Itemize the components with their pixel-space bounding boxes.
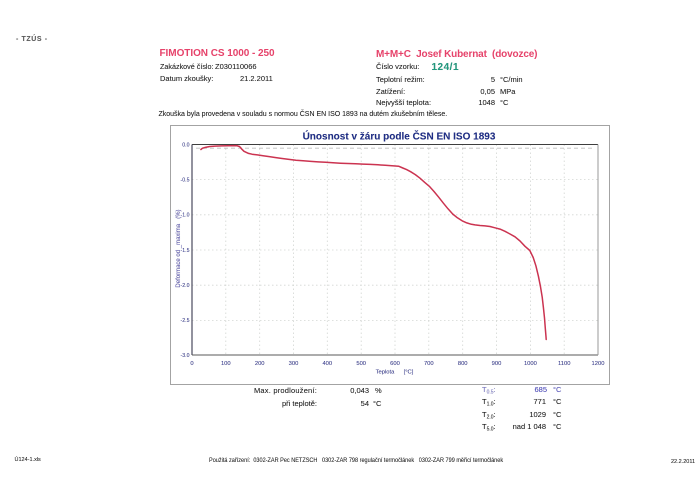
svg-text:0.0: 0.0 (182, 142, 189, 148)
svg-text:0: 0 (190, 361, 193, 367)
svg-text:-1.0: -1.0 (181, 213, 190, 219)
svg-text:1000: 1000 (524, 361, 537, 367)
svg-text:1200: 1200 (592, 361, 605, 367)
svg-text:1100: 1100 (558, 361, 570, 367)
svg-text:400: 400 (322, 361, 332, 367)
svg-text:-2.5: -2.5 (181, 318, 190, 324)
svg-text:800: 800 (458, 361, 468, 367)
svg-text:Teplota: Teplota (376, 370, 395, 376)
svg-text:Únosnost v žáru podle ČSN EN I: Únosnost v žáru podle ČSN EN ISO 1893 (303, 130, 496, 143)
svg-text:900: 900 (492, 361, 502, 367)
svg-text:-3.0: -3.0 (181, 353, 190, 359)
svg-text:[°C]: [°C] (404, 370, 414, 376)
svg-text:700: 700 (424, 361, 434, 367)
svg-text:300: 300 (289, 361, 299, 367)
svg-text:500: 500 (356, 361, 366, 367)
svg-text:(%): (%) (176, 209, 182, 218)
svg-text:600: 600 (390, 361, 400, 367)
svg-text:200: 200 (255, 361, 265, 367)
svg-text:-0.5: -0.5 (181, 177, 190, 183)
svg-text:-1.5: -1.5 (181, 248, 190, 254)
svg-text:-2.0: -2.0 (181, 283, 190, 289)
svg-text:Deformace od _maxima: Deformace od _maxima (176, 223, 182, 287)
svg-text:100: 100 (221, 361, 231, 367)
